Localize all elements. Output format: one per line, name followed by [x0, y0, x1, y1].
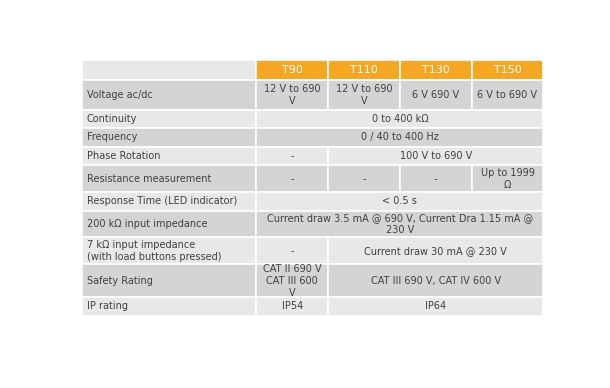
Text: Phase Rotation: Phase Rotation [87, 151, 160, 161]
Text: IP rating: IP rating [87, 301, 127, 312]
Text: T150: T150 [493, 65, 522, 75]
FancyBboxPatch shape [256, 80, 328, 109]
FancyBboxPatch shape [400, 80, 472, 109]
Text: Response Time (LED indicator): Response Time (LED indicator) [87, 196, 237, 206]
FancyBboxPatch shape [256, 109, 544, 128]
FancyBboxPatch shape [82, 237, 256, 264]
FancyBboxPatch shape [82, 211, 256, 237]
FancyBboxPatch shape [82, 147, 256, 165]
Text: 6 V 690 V: 6 V 690 V [412, 90, 459, 100]
FancyBboxPatch shape [256, 60, 328, 80]
FancyBboxPatch shape [328, 264, 544, 297]
Text: 0 / 40 to 400 Hz: 0 / 40 to 400 Hz [361, 132, 439, 142]
Text: Frequency: Frequency [87, 132, 137, 142]
FancyBboxPatch shape [256, 211, 544, 237]
FancyBboxPatch shape [82, 109, 256, 128]
Text: CAT II 690 V
CAT III 600
V: CAT II 690 V CAT III 600 V [263, 264, 321, 298]
Text: 100 V to 690 V: 100 V to 690 V [400, 151, 472, 161]
Text: 7 kΩ input impedance
(with load buttons pressed): 7 kΩ input impedance (with load buttons … [87, 240, 221, 262]
Text: 0 to 400 kΩ: 0 to 400 kΩ [371, 114, 428, 124]
Text: Voltage ac/dc: Voltage ac/dc [87, 90, 152, 100]
FancyBboxPatch shape [82, 60, 256, 80]
FancyBboxPatch shape [328, 147, 544, 165]
FancyBboxPatch shape [328, 60, 400, 80]
Text: Continuity: Continuity [87, 114, 137, 124]
Text: CAT III 690 V, CAT IV 600 V: CAT III 690 V, CAT IV 600 V [371, 276, 501, 286]
Text: Current draw 3.5 mA @ 690 V, Current Dra 1.15 mA @
230 V: Current draw 3.5 mA @ 690 V, Current Dra… [267, 213, 533, 235]
FancyBboxPatch shape [328, 80, 400, 109]
Text: 12 V to 690
V: 12 V to 690 V [264, 84, 320, 106]
FancyBboxPatch shape [256, 192, 544, 211]
Text: T110: T110 [350, 65, 378, 75]
FancyBboxPatch shape [256, 165, 328, 192]
FancyBboxPatch shape [472, 165, 544, 192]
Text: 12 V to 690
V: 12 V to 690 V [336, 84, 392, 106]
FancyBboxPatch shape [400, 165, 472, 192]
Text: Current draw 30 mA @ 230 V: Current draw 30 mA @ 230 V [364, 246, 507, 256]
FancyBboxPatch shape [328, 297, 544, 316]
FancyBboxPatch shape [256, 297, 328, 316]
Text: -: - [290, 151, 294, 161]
Text: Up to 1999
Ω: Up to 1999 Ω [481, 168, 534, 190]
Text: -: - [362, 173, 366, 184]
Text: -: - [290, 246, 294, 256]
FancyBboxPatch shape [328, 165, 400, 192]
FancyBboxPatch shape [472, 60, 544, 80]
Text: 6 V to 690 V: 6 V to 690 V [478, 90, 537, 100]
FancyBboxPatch shape [82, 80, 256, 109]
Text: T130: T130 [422, 65, 450, 75]
FancyBboxPatch shape [256, 264, 328, 297]
FancyBboxPatch shape [256, 237, 328, 264]
FancyBboxPatch shape [472, 80, 544, 109]
FancyBboxPatch shape [256, 128, 544, 147]
FancyBboxPatch shape [328, 237, 544, 264]
FancyBboxPatch shape [400, 60, 472, 80]
FancyBboxPatch shape [256, 147, 328, 165]
Text: 200 kΩ input impedance: 200 kΩ input impedance [87, 219, 207, 229]
Text: T90: T90 [282, 65, 303, 75]
Text: < 0.5 s: < 0.5 s [382, 196, 417, 206]
Text: IP64: IP64 [425, 301, 447, 312]
Text: Safety Rating: Safety Rating [87, 276, 152, 286]
FancyBboxPatch shape [82, 297, 256, 316]
FancyBboxPatch shape [82, 264, 256, 297]
FancyBboxPatch shape [82, 192, 256, 211]
FancyBboxPatch shape [82, 165, 256, 192]
Text: -: - [290, 173, 294, 184]
Text: IP54: IP54 [282, 301, 303, 312]
Text: Resistance measurement: Resistance measurement [87, 173, 211, 184]
Text: -: - [434, 173, 437, 184]
FancyBboxPatch shape [82, 128, 256, 147]
